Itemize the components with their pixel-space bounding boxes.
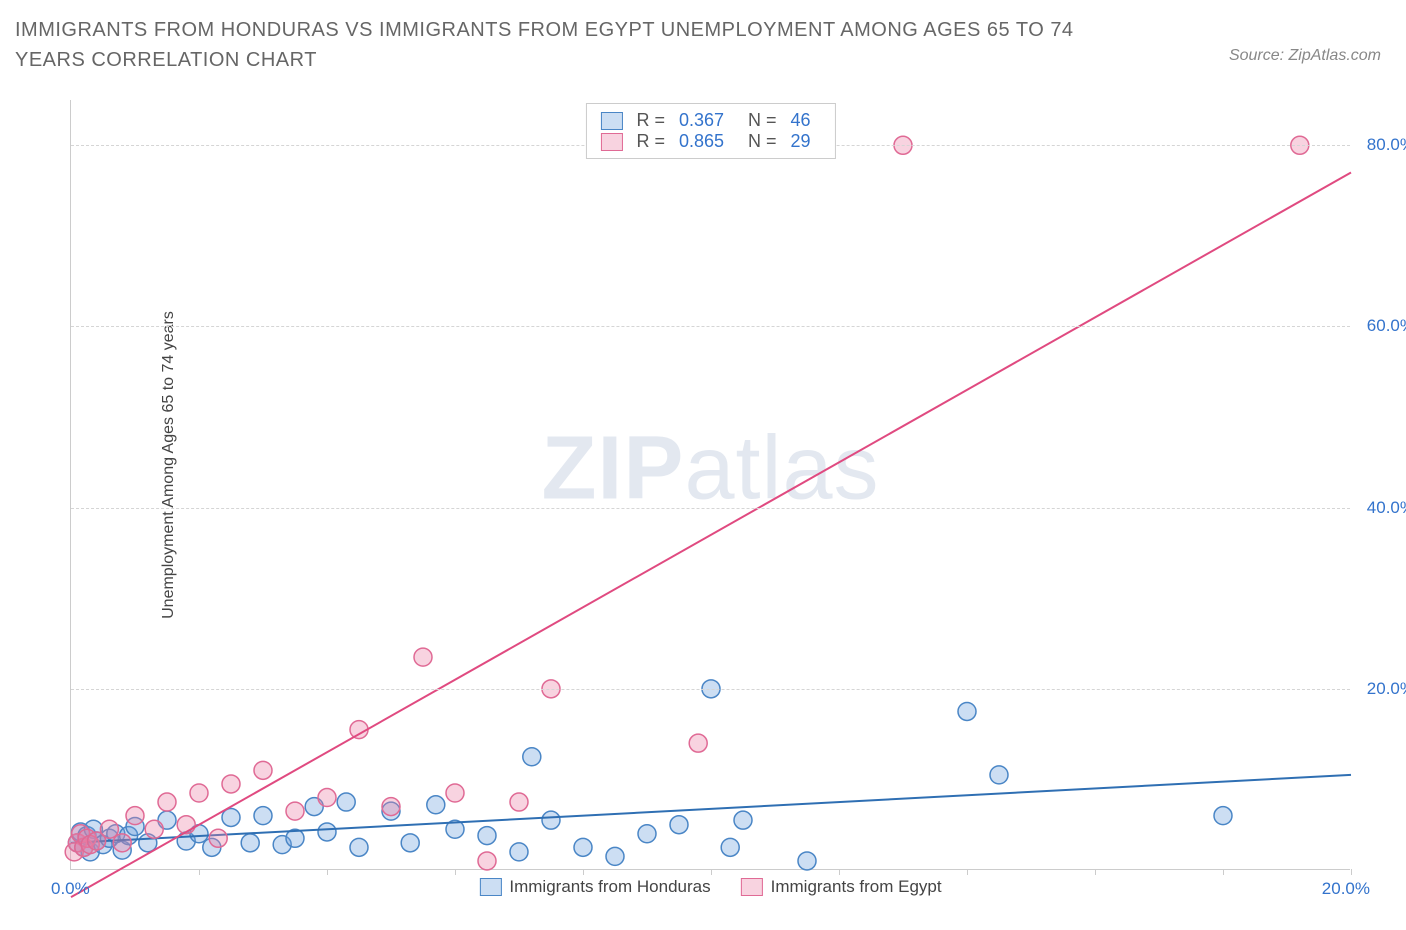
data-point [318,789,336,807]
x-tick [839,869,840,875]
data-point [100,820,118,838]
x-origin-label: 0.0% [51,879,90,899]
data-point [478,852,496,870]
data-point [990,766,1008,784]
x-tick [967,869,968,875]
data-point [689,734,707,752]
legend-item-honduras: Immigrants from Honduras [479,877,710,897]
x-tick [455,869,456,875]
data-point [286,802,304,820]
x-tick [711,869,712,875]
n-value-0: 46 [791,110,811,131]
y-tick-label: 60.0% [1367,316,1406,336]
data-point [670,816,688,834]
legend-swatch-honduras-b [479,878,501,896]
data-point [721,838,739,856]
gridline [71,326,1350,327]
x-end-label: 20.0% [1322,879,1370,899]
n-label-1: N = [748,131,777,152]
data-point [401,834,419,852]
y-tick-label: 40.0% [1367,498,1406,518]
data-point [190,784,208,802]
data-point [798,852,816,870]
data-point [254,807,272,825]
y-tick-label: 80.0% [1367,135,1406,155]
legend-swatch-egypt [600,133,622,151]
legend-label-0: Immigrants from Honduras [509,877,710,897]
legend-swatch-egypt-b [741,878,763,896]
regression-line [71,172,1351,897]
legend-stats-row-0: R = 0.367 N = 46 [600,110,820,131]
plot-svg [71,100,1350,869]
y-tick-label: 20.0% [1367,679,1406,699]
r-label: R = [636,110,665,131]
data-point [958,702,976,720]
chart-container: IMMIGRANTS FROM HONDURAS VS IMMIGRANTS F… [15,15,1391,915]
data-point [446,784,464,802]
chart-title: IMMIGRANTS FROM HONDURAS VS IMMIGRANTS F… [15,15,1115,75]
legend-label-1: Immigrants from Egypt [771,877,942,897]
x-tick [199,869,200,875]
data-point [254,761,272,779]
r-label-1: R = [636,131,665,152]
data-point [734,811,752,829]
n-value-1: 29 [791,131,811,152]
x-tick [1095,869,1096,875]
data-point [510,843,528,861]
data-point [414,648,432,666]
data-point [337,793,355,811]
data-point [478,827,496,845]
data-point [126,807,144,825]
n-label: N = [748,110,777,131]
data-point [145,820,163,838]
r-value-1: 0.865 [679,131,724,152]
data-point [638,825,656,843]
legend-stats-row-1: R = 0.865 N = 29 [600,131,820,152]
x-tick [327,869,328,875]
data-point [222,775,240,793]
x-tick [1351,869,1352,875]
data-point [209,829,227,847]
data-point [382,798,400,816]
data-point [606,847,624,865]
data-point [542,811,560,829]
data-point [113,834,131,852]
data-point [318,823,336,841]
r-value-0: 0.367 [679,110,724,131]
legend-stats: R = 0.367 N = 46 R = 0.865 N = 29 [585,103,835,159]
data-point [350,838,368,856]
legend-item-egypt: Immigrants from Egypt [741,877,942,897]
data-point [427,796,445,814]
data-point [1214,807,1232,825]
data-point [523,748,541,766]
data-point [241,834,259,852]
data-point [574,838,592,856]
x-tick [1223,869,1224,875]
gridline [71,508,1350,509]
legend-swatch-honduras [600,112,622,130]
source-label: Source: ZipAtlas.com [1229,47,1381,65]
gridline [71,689,1350,690]
legend-series: Immigrants from Honduras Immigrants from… [479,877,941,897]
x-tick [583,869,584,875]
plot-area: ZIPatlas R = 0.367 N = 46 R = 0.865 N = … [70,100,1350,870]
data-point [510,793,528,811]
data-point [158,793,176,811]
